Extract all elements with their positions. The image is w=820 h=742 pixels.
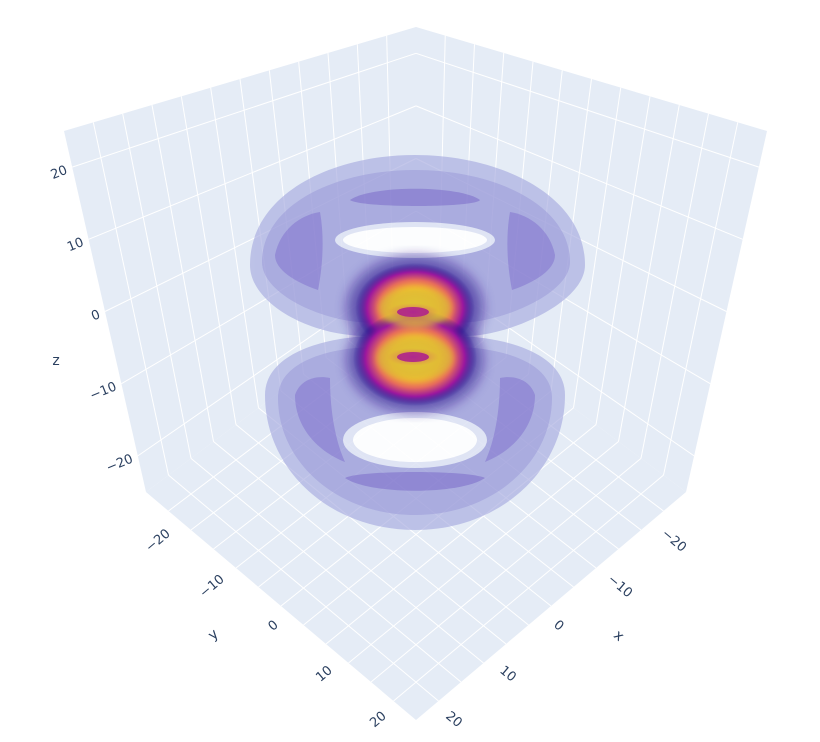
y-tick-label: −10	[197, 572, 228, 601]
z-tick-label: −10	[88, 380, 119, 404]
x-tick-label: −10	[604, 572, 635, 601]
z-axis-title: z	[52, 353, 59, 369]
z-tick-label: 10	[65, 235, 86, 255]
z-tick-label: 0	[89, 307, 102, 324]
x-tick-label: −20	[658, 526, 689, 555]
y-axis-title: y	[205, 626, 222, 644]
x-tick-label: 0	[550, 618, 566, 635]
y-tick-label: 20	[367, 709, 389, 731]
y-tick-label: 0	[266, 618, 282, 635]
y-tick-label: 10	[313, 663, 335, 685]
core-density	[347, 256, 483, 412]
x-tick-label: 10	[496, 663, 518, 685]
z-tick-label: 20	[49, 163, 70, 183]
y-tick-label: −20	[143, 526, 174, 555]
z-tick-label: −20	[104, 452, 135, 476]
x-axis-title: x	[610, 627, 627, 645]
x-tick-label: 20	[442, 709, 464, 731]
